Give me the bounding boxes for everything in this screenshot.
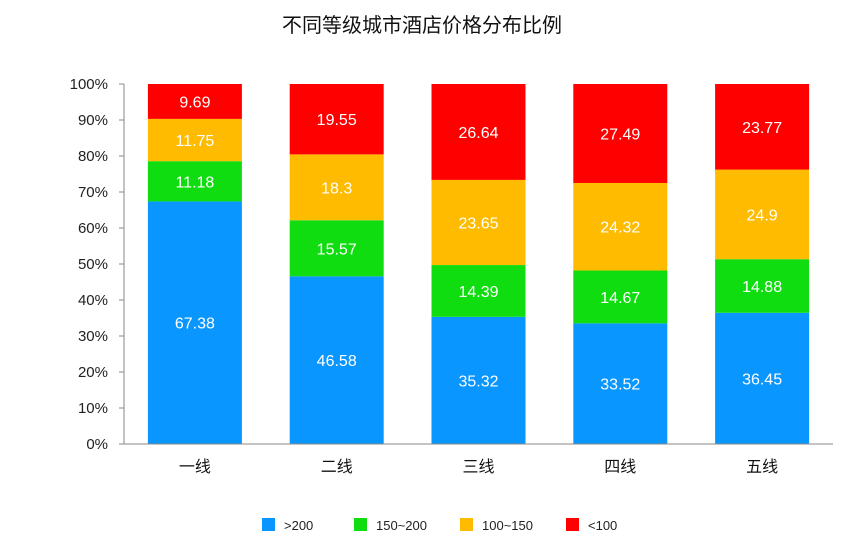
y-tick-label: 20% [78,364,108,381]
data-label: 15.57 [317,241,357,258]
chart-title: 不同等级城市酒店价格分布比例 [282,14,562,37]
bar-segment [431,84,526,180]
y-tick-label: 10% [78,400,108,417]
bar-segment [289,154,384,221]
data-label: 14.67 [600,290,640,307]
legend-swatch [460,518,473,531]
bars: 67.38 11.18 11.75 9.69 46.58 15.57 18.3 19.55 35… [147,84,810,444]
legend-label: <100 [588,518,617,533]
bar-segment [289,220,384,277]
bar-segment [147,161,242,202]
data-label: 67.38 [175,316,215,333]
data-label: 9.69 [179,94,210,111]
legend-label: >200 [284,518,313,533]
y-tick-label: 0% [86,436,108,453]
legend-swatch [566,518,579,531]
x-tick-label: 四线 [604,458,636,476]
x-tick-label: 五线 [746,458,778,476]
data-label: 23.65 [458,215,498,232]
legend-item: >200 [262,518,313,533]
y-tick-label: 40% [78,292,108,309]
data-label: 14.88 [742,279,782,296]
legend-swatch [262,518,275,531]
data-label: 19.55 [317,112,357,129]
data-label: 27.49 [600,126,640,143]
data-label: 24.9 [747,207,778,224]
bar-segment [289,276,384,444]
bar-segment [573,270,668,324]
legend-swatch [354,518,367,531]
bar-segment [715,169,810,260]
y-tick-label: 80% [78,148,108,165]
legend-label: 150~200 [376,518,427,533]
legend: >200 150~200 100~150 <100 [262,518,617,533]
legend-item: 100~150 [460,518,533,533]
legend-label: 100~150 [482,518,533,533]
bar-segment [431,179,526,266]
bar-segment [573,182,668,271]
data-label: 11.75 [175,133,214,150]
data-label: 36.45 [742,371,782,388]
data-label: 23.77 [742,120,782,137]
bar-segment [431,265,526,317]
bar-segment [573,84,668,183]
bar-segment [573,323,668,444]
data-label: 11.18 [175,174,214,191]
bar-segment [715,84,810,170]
x-tick-label: 二线 [321,458,353,476]
data-label: 26.64 [458,125,498,142]
legend-item: <100 [566,518,617,533]
x-tick-label: 一线 [179,458,211,476]
bar-segment [147,201,242,444]
data-label: 24.32 [600,220,640,237]
data-label: 14.39 [458,284,498,301]
y-tick-label: 70% [78,184,108,201]
bar-segment [715,259,810,313]
y-tick-label: 30% [78,328,108,345]
y-tick-label: 90% [78,112,108,129]
bar-segment [147,118,242,162]
legend-item: 150~200 [354,518,427,533]
bar-segment [715,312,810,444]
y-tick-label: 60% [78,220,108,237]
bar-segment [289,84,384,155]
data-label: 35.32 [458,373,498,390]
data-label: 33.52 [600,377,640,394]
y-tick-label: 50% [78,256,108,273]
y-axis: 0% 10% 20% 30% 40% 50% 60% 70% 80% 90% 100% [70,76,125,453]
y-tick-label: 100% [70,76,108,93]
bar-segment [147,84,242,119]
bar-segment [431,316,526,444]
x-tick-label: 三线 [462,458,494,476]
x-axis: 一线 二线 三线 四线 五线 [124,443,833,476]
data-label: 18.3 [321,180,352,197]
data-label: 46.58 [317,353,357,370]
